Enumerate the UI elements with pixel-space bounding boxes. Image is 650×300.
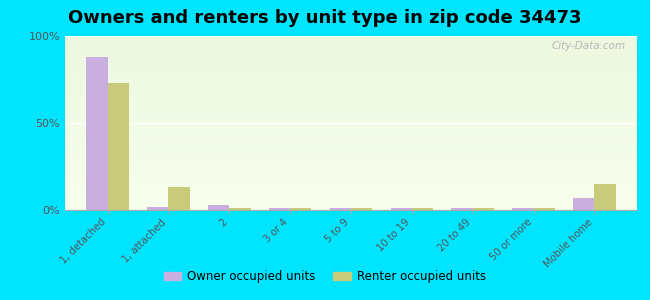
- Bar: [351, 208, 372, 210]
- Bar: [594, 184, 616, 210]
- Bar: [451, 208, 473, 210]
- Bar: [391, 208, 412, 210]
- Bar: [573, 198, 594, 210]
- Bar: [330, 208, 351, 210]
- Bar: [108, 83, 129, 210]
- Bar: [86, 57, 108, 210]
- Bar: [147, 206, 168, 210]
- Bar: [269, 208, 290, 210]
- Bar: [208, 205, 229, 210]
- Bar: [229, 208, 251, 210]
- Bar: [512, 208, 534, 210]
- Text: Owners and renters by unit type in zip code 34473: Owners and renters by unit type in zip c…: [68, 9, 582, 27]
- Bar: [473, 208, 494, 210]
- Bar: [168, 188, 190, 210]
- Bar: [412, 208, 433, 210]
- Bar: [290, 208, 311, 210]
- Text: City-Data.com: City-Data.com: [551, 41, 625, 51]
- Legend: Owner occupied units, Renter occupied units: Owner occupied units, Renter occupied un…: [159, 266, 491, 288]
- Bar: [534, 208, 555, 210]
